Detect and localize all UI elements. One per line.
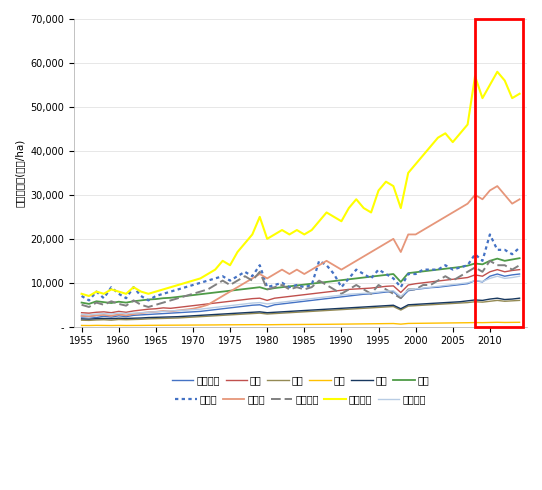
- Bar: [475, 19, 523, 327]
- Legend: 과일류, 채소류, 노지채소, 시설채소, 특용작물: 과일류, 채소류, 노지채소, 시설채소, 특용작물: [171, 390, 430, 408]
- Y-axis label: 토지생산성(천원/ha): 토지생산성(천원/ha): [15, 139, 25, 207]
